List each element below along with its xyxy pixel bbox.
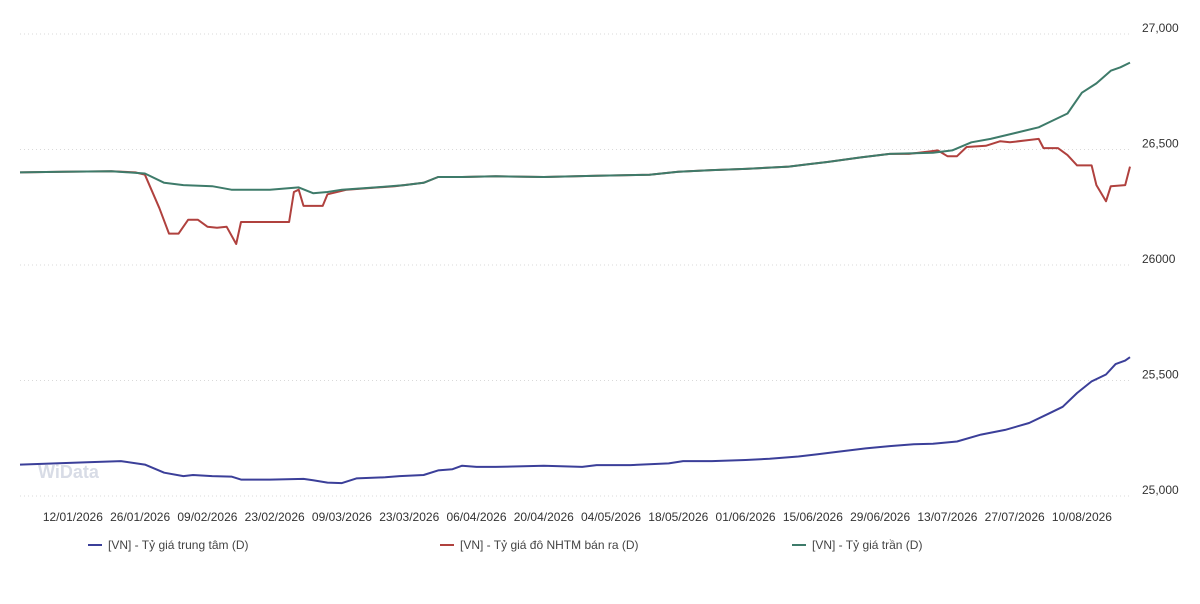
x-tick-label: 09/03/2026 bbox=[312, 510, 372, 524]
x-tick-label: 09/02/2026 bbox=[177, 510, 237, 524]
x-tick-label: 13/07/2026 bbox=[917, 510, 977, 524]
y-tick-label: 25,500 bbox=[1142, 368, 1179, 382]
series-line-2 bbox=[19, 61, 1131, 195]
x-tick-label: 06/04/2026 bbox=[446, 510, 506, 524]
x-tick-label: 20/04/2026 bbox=[514, 510, 574, 524]
y-tick-label: 26000 bbox=[1142, 252, 1176, 266]
x-tick-label: 27/07/2026 bbox=[985, 510, 1045, 524]
y-axis-ticks: 25,000 25,500 26000 26,500 27,000 bbox=[1142, 21, 1179, 497]
series-line-1 bbox=[19, 137, 1131, 245]
legend-label: [VN] - Tỷ giá trung tâm (D) bbox=[108, 538, 249, 552]
gridlines bbox=[20, 33, 1130, 497]
series-lines bbox=[19, 61, 1131, 485]
legend-swatch bbox=[792, 544, 806, 546]
series-line-0 bbox=[19, 356, 1131, 485]
legend-item-0[interactable]: [VN] - Tỷ giá trung tâm (D) bbox=[88, 538, 248, 552]
legend-label: [VN] - Tỷ giá trần (D) bbox=[812, 538, 923, 552]
y-tick-label: 27,000 bbox=[1142, 21, 1179, 35]
x-tick-label: 01/06/2026 bbox=[716, 510, 776, 524]
x-tick-label: 12/01/2026 bbox=[43, 510, 103, 524]
y-tick-label: 26,500 bbox=[1142, 137, 1179, 151]
legend-swatch bbox=[88, 544, 102, 546]
x-tick-label: 04/05/2026 bbox=[581, 510, 641, 524]
x-axis-ticks: 12/01/2026 26/01/2026 09/02/2026 23/02/2026… bbox=[43, 510, 1112, 524]
legend-swatch bbox=[440, 544, 454, 546]
x-tick-label: 26/01/2026 bbox=[110, 510, 170, 524]
x-tick-label: 15/06/2026 bbox=[783, 510, 843, 524]
x-tick-label: 29/06/2026 bbox=[850, 510, 910, 524]
x-tick-label: 23/03/2026 bbox=[379, 510, 439, 524]
legend: [VN] - Tỷ giá trung tâm (D) [VN] - Tỷ giá… bbox=[0, 538, 1200, 556]
y-tick-label: 25,000 bbox=[1142, 483, 1179, 497]
legend-item-1[interactable]: [VN] - Tỷ giá đô NHTM bán ra (D) bbox=[440, 538, 639, 552]
legend-item-2[interactable]: [VN] - Tỷ giá trần (D) bbox=[792, 538, 922, 552]
x-tick-label: 10/08/2026 bbox=[1052, 510, 1112, 524]
x-tick-label: 23/02/2026 bbox=[245, 510, 305, 524]
legend-label: [VN] - Tỷ giá đô NHTM bán ra (D) bbox=[460, 538, 639, 552]
x-tick-label: 18/05/2026 bbox=[648, 510, 708, 524]
line-chart: 25,000 25,500 26000 26,500 27,000 12/01/2026… bbox=[19, 21, 1179, 524]
watermark: WiData bbox=[38, 462, 100, 482]
